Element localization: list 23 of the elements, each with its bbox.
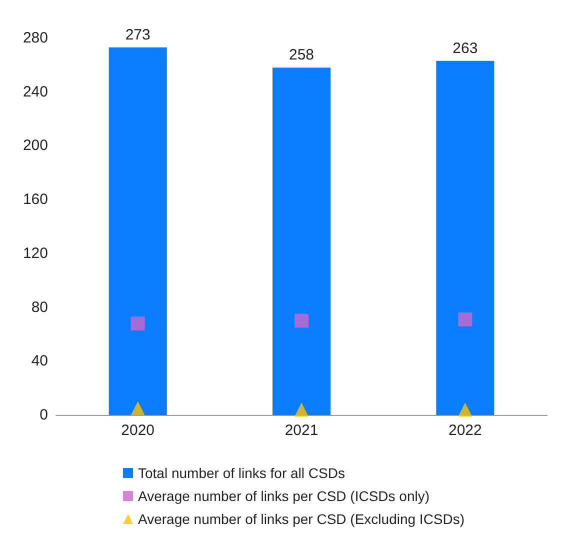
point [458, 402, 472, 417]
legend-label: Average number of links per CSD (Excluding ICSDs) [138, 511, 465, 527]
point [294, 402, 308, 417]
data-label: 263 [452, 40, 478, 57]
y-tick-label: 80 [31, 298, 48, 316]
point [458, 312, 472, 326]
y-tick-label: 0 [40, 406, 48, 424]
data-label: 258 [288, 46, 314, 64]
y-tick-label: 160 [22, 191, 48, 208]
y-tick-label: 280 [22, 30, 48, 46]
point [294, 314, 308, 328]
point [130, 401, 145, 416]
x-tick-label: 2020 [121, 422, 155, 439]
point [130, 316, 145, 330]
x-tick-label: 2021 [284, 422, 318, 439]
y-tick-label: 240 [22, 83, 48, 100]
data-label: 273 [125, 26, 150, 44]
legend-label: Average number of links per CSD (ICSDs only) [138, 488, 430, 504]
y-tick-label: 200 [22, 137, 48, 154]
legend-label: Total number of links for all CSDs [138, 465, 345, 481]
x-tick-label: 2022 [448, 422, 482, 439]
y-tick-label: 120 [22, 244, 48, 262]
y-tick-label: 40 [31, 352, 48, 370]
